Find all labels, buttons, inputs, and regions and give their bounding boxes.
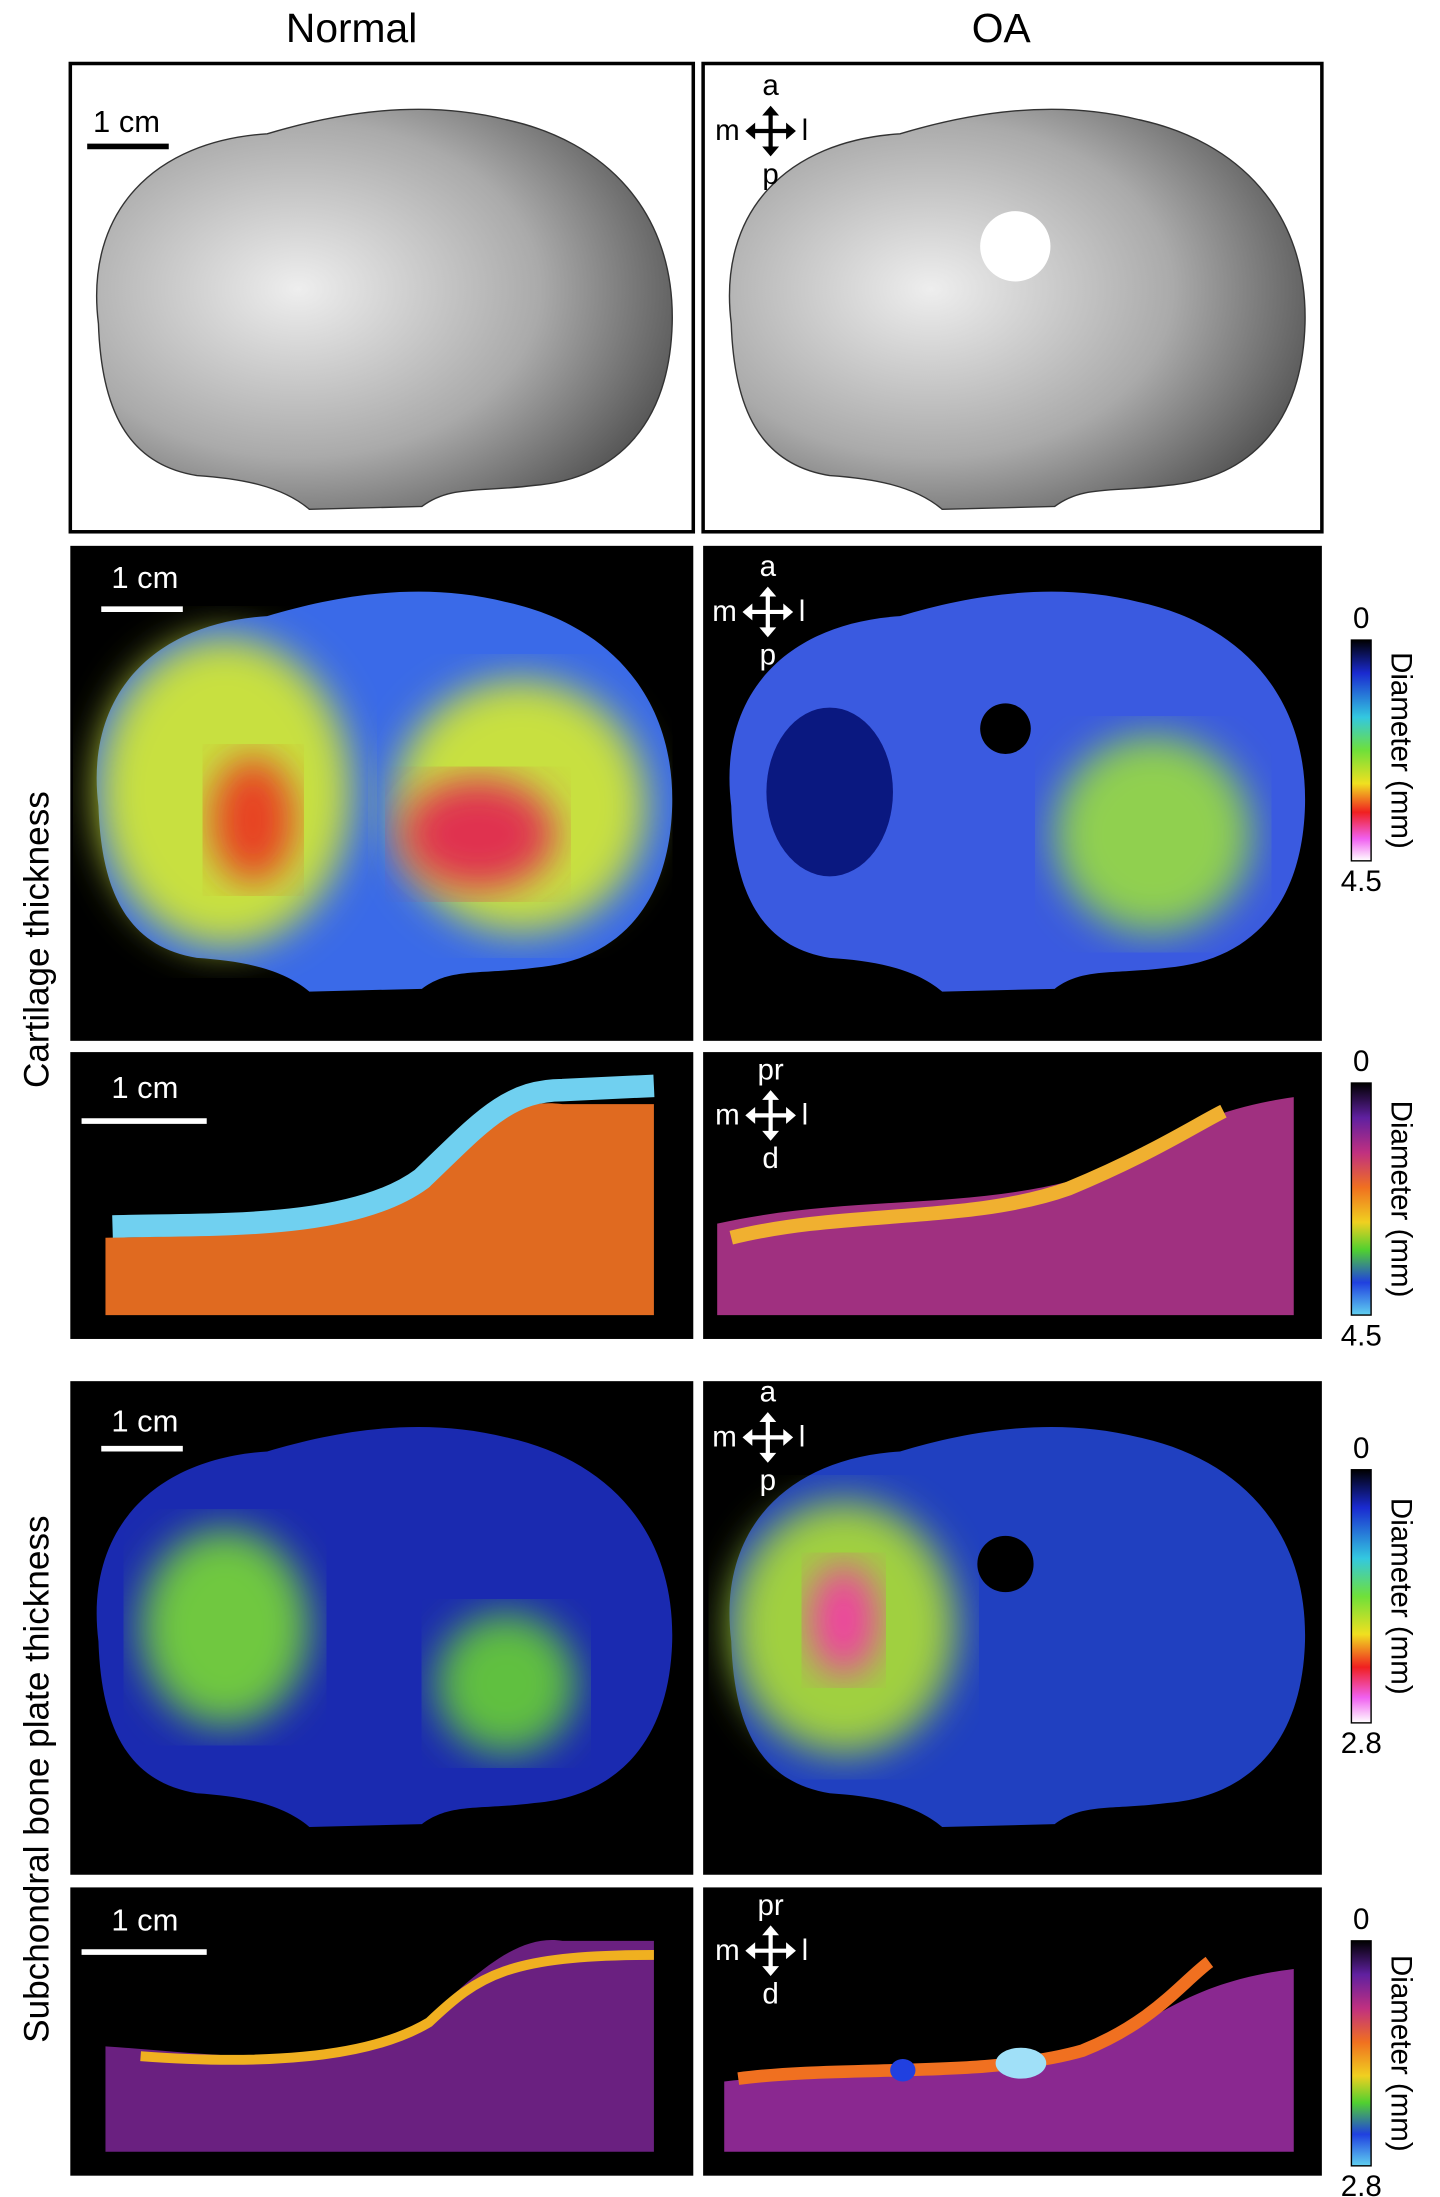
cartilage-layer [729,1104,1227,1245]
scale-bar-label: 1 cm [111,1070,178,1105]
row-label: Cartilage thickness [18,791,57,1088]
scale-bar-label: 1 cm [93,104,160,139]
colorbar-title: Diameter (mm) [1384,1955,1417,2152]
thickness-map [729,591,1306,992]
colorbar [1350,1940,1372,2167]
colorbar-max: 2.8 [1341,1727,1382,1760]
colorbar-max: 4.5 [1341,865,1382,898]
orientation-label: p [760,1464,776,1497]
plate-layer [140,1949,654,2065]
colorbar-title: Diameter (mm) [1384,1101,1417,1298]
specimen-photo [95,108,673,510]
row-label: Subchondral bone plate thickness [18,1515,57,2042]
colorbar-title: Diameter (mm) [1384,652,1417,849]
colorbar [1350,1469,1372,1724]
column-header: OA [972,5,1032,51]
plate-layer [737,1956,1214,2085]
orientation-label: d [762,1977,778,2010]
orientation-label: a [760,1376,777,1409]
orientation-label: a [762,69,779,102]
orientation-label: m [712,1421,737,1454]
thickness-map [729,1426,1306,1827]
colorbar-min: 0 [1353,1045,1369,1078]
blob [995,2047,1047,2079]
orientation-label: pr [758,1054,784,1087]
cartilage-layer [112,1074,655,1238]
orientation-label: a [760,550,777,583]
orientation-label: m [715,1934,740,1967]
orientation-label: m [715,1099,740,1132]
scale-bar-label: 1 cm [111,1404,178,1439]
thickness-map [96,591,673,992]
colorbar-min: 0 [1353,1903,1369,1936]
colorbar [1350,639,1372,862]
orientation-label: p [760,639,776,672]
column-header: Normal [286,5,417,51]
specimen-photo [728,108,1306,510]
orientation-label: p [762,158,778,191]
section-map [724,1968,1294,2152]
orientation-label: l [802,1099,809,1132]
blob [890,2058,916,2082]
defect [980,211,1051,282]
thickness-map [96,1426,673,1827]
colorbar-min: 0 [1353,1432,1369,1465]
orientation-label: pr [758,1889,784,1922]
scale-bar-label: 1 cm [111,1903,178,1938]
section-map [105,1103,654,1316]
orientation-label: m [715,114,740,147]
orientation-label: m [712,595,737,628]
colorbar-max: 4.5 [1341,1319,1382,1352]
orientation-label: l [802,114,809,147]
colorbar-max: 2.8 [1341,2170,1382,2197]
scale-bar-label: 1 cm [111,560,178,595]
orientation-label: d [762,1142,778,1175]
colorbar [1350,1082,1372,1316]
colorbar-title: Diameter (mm) [1384,1498,1417,1695]
orientation-label: l [802,1934,809,1967]
orientation-label: l [799,1421,806,1454]
orientation-label: l [799,595,806,628]
colorbar-min: 0 [1353,602,1369,635]
